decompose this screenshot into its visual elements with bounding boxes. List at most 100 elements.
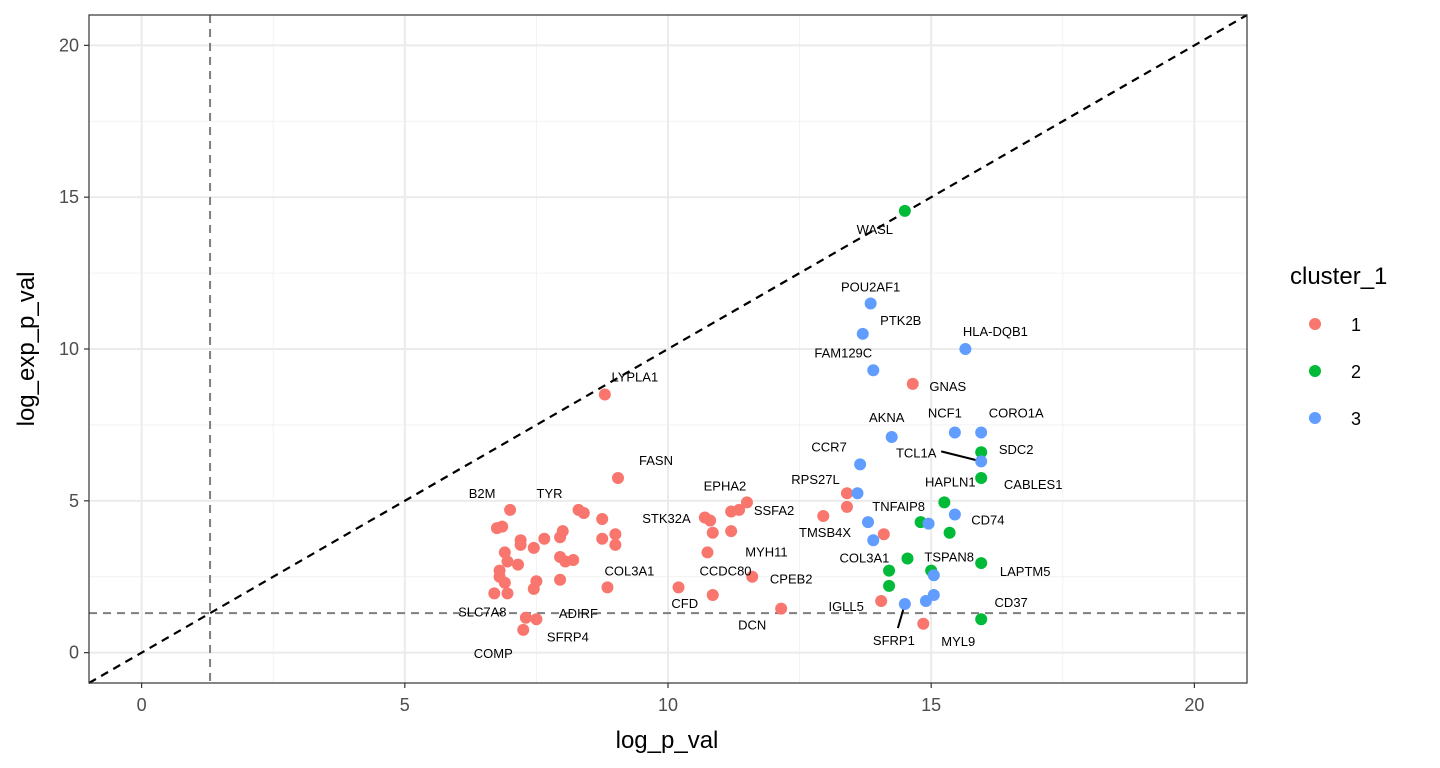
legend-key-cluster-1 xyxy=(1309,318,1321,330)
data-point-cluster-1 xyxy=(906,377,919,390)
data-point-cluster-3 xyxy=(851,487,864,500)
point-label: FASN xyxy=(639,453,673,468)
data-point-cluster-3 xyxy=(927,569,940,582)
point-label: AKNA xyxy=(869,410,905,425)
point-label: CPEB2 xyxy=(770,572,813,587)
point-label: FAM129C xyxy=(814,345,872,360)
x-tick-label: 20 xyxy=(1184,695,1204,715)
data-point-cluster-2 xyxy=(943,526,956,539)
data-point-cluster-3 xyxy=(948,508,961,521)
data-point-cluster-2 xyxy=(898,204,911,217)
point-label: POU2AF1 xyxy=(841,279,900,294)
data-point-cluster-2 xyxy=(975,446,988,459)
y-axis-title: log_exp_p_val xyxy=(13,272,40,427)
data-point-cluster-2 xyxy=(901,552,914,565)
y-tick-label: 5 xyxy=(69,491,79,511)
data-point-cluster-3 xyxy=(862,516,875,529)
point-label: LYPLA1 xyxy=(611,370,658,385)
point-label: CCDC80 xyxy=(700,563,752,578)
reference-lines xyxy=(88,14,1248,684)
point-label: SFRP4 xyxy=(547,630,589,645)
point-label: SFRP1 xyxy=(873,633,915,648)
legend: cluster_1 1 2 3 xyxy=(1290,263,1387,429)
data-point-cluster-1 xyxy=(527,582,540,595)
point-label: TYR xyxy=(537,486,563,501)
data-point-cluster-2 xyxy=(975,613,988,626)
point-label: COMP xyxy=(474,646,513,661)
data-point-cluster-1 xyxy=(740,496,753,509)
data-point-cluster-1 xyxy=(840,500,853,513)
data-point-cluster-1 xyxy=(817,510,830,522)
legend-title: cluster_1 xyxy=(1290,263,1387,290)
point-label: CCR7 xyxy=(811,439,846,454)
data-point-cluster-3 xyxy=(856,327,869,340)
y-tick-label: 0 xyxy=(69,643,79,663)
data-point-cluster-1 xyxy=(538,532,551,545)
data-point-cluster-3 xyxy=(867,364,880,377)
data-point-cluster-1 xyxy=(511,558,524,571)
point-label: RPS27L xyxy=(791,472,839,487)
point-label: GNAS xyxy=(929,379,966,394)
point-label: WASL xyxy=(857,222,893,237)
data-point-cluster-2 xyxy=(975,557,988,570)
data-point-cluster-1 xyxy=(706,526,719,539)
data-point-cluster-3 xyxy=(959,343,972,355)
data-point-cluster-1 xyxy=(733,503,746,516)
legend-key-cluster-3 xyxy=(1309,412,1321,424)
legend-label: 3 xyxy=(1351,409,1361,429)
data-point-cluster-1 xyxy=(504,503,517,516)
point-label: CD74 xyxy=(971,512,1004,527)
data-point-cluster-1 xyxy=(609,528,622,541)
x-axis-title: log_p_val xyxy=(616,727,719,754)
data-point-cluster-1 xyxy=(530,613,543,626)
point-label: ADIRF xyxy=(559,606,598,621)
gridlines xyxy=(89,15,1247,683)
point-label: TNFAIP8 xyxy=(872,499,925,514)
y-tick-label: 10 xyxy=(59,339,79,359)
data-point-cluster-1 xyxy=(601,581,614,594)
data-point-cluster-3 xyxy=(948,426,961,439)
data-point-cluster-3 xyxy=(922,517,935,530)
point-label: NCF1 xyxy=(928,406,962,421)
data-point-cluster-1 xyxy=(498,576,511,589)
point-label: PTK2B xyxy=(880,313,921,328)
data-point-cluster-3 xyxy=(885,431,898,444)
point-label: CFD xyxy=(671,596,698,611)
data-point-cluster-1 xyxy=(577,506,590,519)
x-axis-ticks: 0 5 10 15 20 xyxy=(137,683,1204,715)
data-point-cluster-3 xyxy=(975,455,988,468)
point-label: CORO1A xyxy=(989,406,1044,421)
point-label: EPHA2 xyxy=(704,478,747,493)
data-point-cluster-1 xyxy=(917,617,930,630)
data-point-cluster-1 xyxy=(554,531,567,544)
data-point-cluster-3 xyxy=(898,598,911,611)
point-label: B2M xyxy=(469,486,496,501)
data-point-cluster-2 xyxy=(975,472,988,485)
point-label: TCL1A xyxy=(896,445,937,460)
point-label: CABLES1 xyxy=(1004,477,1063,492)
point-label: DCN xyxy=(738,618,766,633)
data-point-cluster-1 xyxy=(725,525,738,538)
point-label: HLA-DQB1 xyxy=(963,324,1028,339)
data-point-cluster-1 xyxy=(596,532,609,545)
x-tick-label: 5 xyxy=(400,695,410,715)
data-point-cluster-1 xyxy=(706,588,719,601)
point-label: HAPLN1 xyxy=(925,474,976,489)
legend-key-cluster-2 xyxy=(1309,365,1321,377)
legend-label: 1 xyxy=(1351,315,1361,335)
data-point-cluster-1 xyxy=(501,587,514,600)
data-point-cluster-1 xyxy=(527,541,540,554)
point-label: MYL9 xyxy=(941,634,975,649)
data-point-cluster-1 xyxy=(704,514,717,527)
y-tick-label: 20 xyxy=(59,35,79,55)
data-point-cluster-1 xyxy=(596,513,609,526)
y-axis-ticks: 0 5 10 15 20 xyxy=(59,35,89,663)
data-point-cluster-1 xyxy=(567,554,580,567)
point-label: COL3A1 xyxy=(605,563,655,578)
point-label: IGLL5 xyxy=(828,599,863,614)
data-point-cluster-1 xyxy=(840,487,853,500)
data-point-cluster-1 xyxy=(877,528,890,541)
y-tick-label: 15 xyxy=(59,187,79,207)
